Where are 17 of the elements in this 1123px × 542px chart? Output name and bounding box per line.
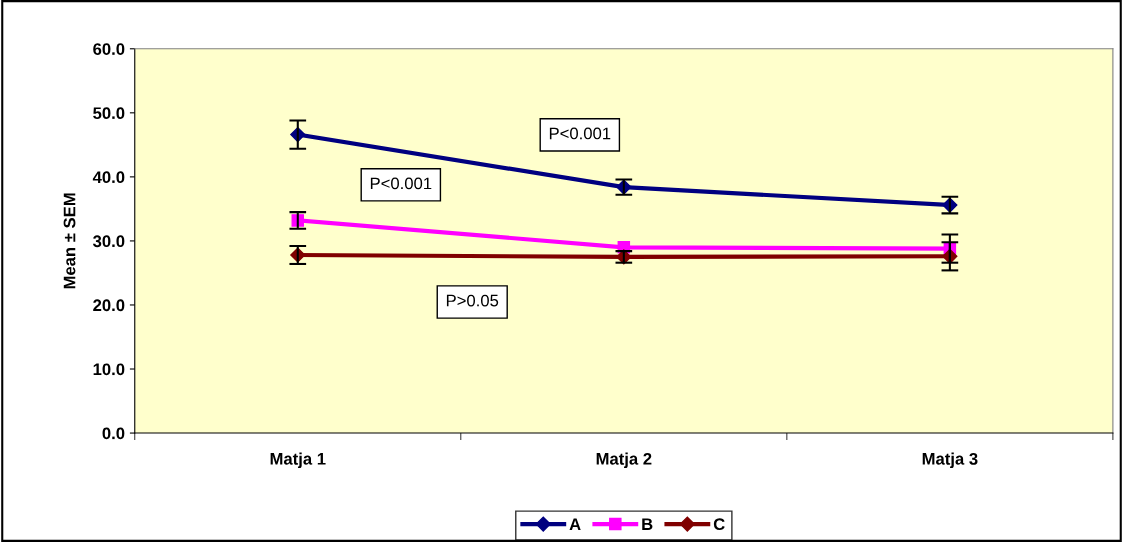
legend-label: B xyxy=(642,518,653,530)
y-tick-label: 40.0 xyxy=(92,171,125,184)
x-tick-label: Matja 3 xyxy=(922,452,978,469)
y-tick-label: 30.0 xyxy=(92,235,125,248)
x-tick-label: Matja 1 xyxy=(270,452,326,469)
legend-label: A xyxy=(569,518,581,530)
annotation: P<0.001 xyxy=(549,127,611,140)
y-tick-label: 10.0 xyxy=(93,363,125,376)
y-tick-label: 20.0 xyxy=(93,299,125,312)
y-tick-label: 0.0 xyxy=(102,427,125,440)
legend-label: C xyxy=(713,518,725,531)
annotation: P>0.05 xyxy=(446,294,499,307)
annotation: P<0.001 xyxy=(370,177,432,190)
y-axis-title: Mean ± SEM xyxy=(63,193,76,289)
x-tick-label: Matja 2 xyxy=(596,452,652,469)
y-tick-label: 50.0 xyxy=(93,107,125,120)
y-tick-label: 60.0 xyxy=(93,43,125,55)
